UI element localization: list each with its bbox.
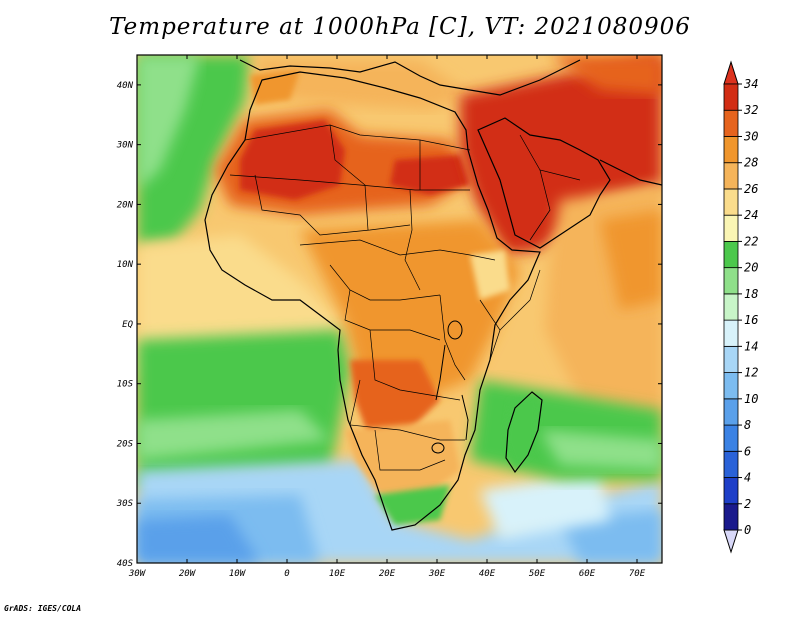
lon-tick-label: 30E (428, 569, 446, 579)
arabia-coastline (477, 117, 611, 249)
colorbar-segment (723, 319, 739, 347)
field-n-atlantic-cool (137, 55, 200, 190)
colorbar-label: 18 (744, 287, 758, 301)
colorbar-segment (723, 241, 739, 269)
lat-tick-label: 20S (117, 439, 134, 449)
colorbar-label: 2 (744, 497, 751, 511)
field-iran-warm (550, 55, 662, 95)
colorbar-label: 26 (744, 182, 758, 196)
field-ethiopia (470, 250, 510, 300)
temperature-field (137, 55, 662, 563)
colorbar-segment (723, 162, 739, 190)
lon-tick-label: 40E (479, 569, 496, 579)
colorbar-label: 28 (744, 156, 758, 170)
colorbar-segment (723, 398, 739, 426)
field-atlas (250, 70, 300, 105)
iran-coastline (599, 159, 662, 186)
lon-tick-label: 50E (529, 569, 546, 579)
field-sw-indian-light (540, 430, 662, 470)
africa-coastline (204, 71, 541, 531)
colorbar-segment (723, 503, 739, 531)
colorbar-label: 20 (744, 261, 758, 275)
colorbar-segment (723, 267, 739, 295)
lon-tick-label: 0 (284, 569, 289, 579)
lon-tick-label: 30W (128, 569, 147, 579)
field-s-ocean-colder (137, 515, 260, 563)
lon-tick-label: 60E (579, 569, 596, 579)
colorbar-segment (723, 345, 739, 373)
lat-tick-label: 20N (117, 200, 134, 210)
field-arabian-sea-warm (600, 210, 662, 310)
field-s-africa-green (375, 485, 450, 525)
madagascar-coastline (505, 391, 543, 474)
software-credit: GrADS: IGES/COLA (4, 604, 82, 613)
lat-tick-label: 40S (117, 559, 134, 569)
lat-tick-label: 40N (117, 81, 134, 91)
colorbar-segment (723, 109, 739, 137)
chart-title: Temperature at 1000hPa [C], VT: 20210809… (109, 14, 691, 40)
lon-tick-label: 10E (329, 569, 346, 579)
field-central-africa (300, 220, 520, 400)
colorbar-label: 24 (744, 208, 758, 222)
colorbar-segment (723, 477, 739, 505)
field-arabia-hot (460, 55, 662, 255)
lat-tick-label: EQ (122, 320, 133, 330)
plot-frame (136, 54, 663, 564)
colorbar-label: 14 (744, 339, 758, 353)
colorbar-segment (723, 83, 739, 111)
colorbar-label: 32 (743, 103, 758, 117)
field-sahara-hot (240, 120, 345, 200)
field-s-atlantic-light (137, 410, 330, 460)
field-angola-zambia (350, 360, 440, 440)
colorbar-label: 10 (744, 392, 758, 406)
colorbar-label: 16 (744, 313, 758, 327)
lat-tick-label: 30S (116, 499, 134, 509)
field-kalahari (345, 420, 460, 500)
colorbar-label: 0 (744, 523, 751, 537)
field-s-indian-cool (480, 470, 610, 540)
colorbar-segment (723, 450, 739, 478)
lat-tick-label: 10N (117, 260, 134, 270)
colorbar-segment (723, 188, 739, 216)
colorbar-segment (723, 293, 739, 321)
country-borders (229, 124, 581, 471)
lakes (431, 320, 469, 454)
lon-tick-label: 20E (379, 569, 396, 579)
lon-tick-label: 10W (229, 569, 247, 579)
europe-coastline (239, 59, 581, 96)
field-libya-hot (390, 155, 470, 195)
colorbar-segment (723, 136, 739, 164)
lon-tick-label: 20W (179, 569, 197, 579)
coastlines (204, 59, 662, 531)
lat-tick-label: 10S (117, 380, 134, 390)
colorbar-label: 8 (744, 418, 751, 432)
colorbar-label: 22 (744, 234, 758, 248)
colorbar-label: 12 (744, 366, 758, 380)
colorbar-label: 34 (743, 77, 758, 91)
colorbar-segment (723, 424, 739, 452)
colorbar-over-triangle (723, 60, 739, 85)
lat-tick-label: 30N (116, 141, 134, 151)
lon-tick-label: 70E (629, 569, 646, 579)
colorbar-segment (723, 372, 739, 400)
colorbar-label: 4 (744, 471, 751, 485)
colorbar-segment (723, 214, 739, 242)
colorbar-under-triangle (723, 529, 739, 554)
colorbar-label: 6 (744, 444, 751, 458)
axis-ticks: 30W 20W 10W 0 10E 20E 30E 40E 50E 60E 70E 40N 30N 20N… (116, 55, 662, 579)
colorbar-label: 30 (743, 129, 758, 143)
